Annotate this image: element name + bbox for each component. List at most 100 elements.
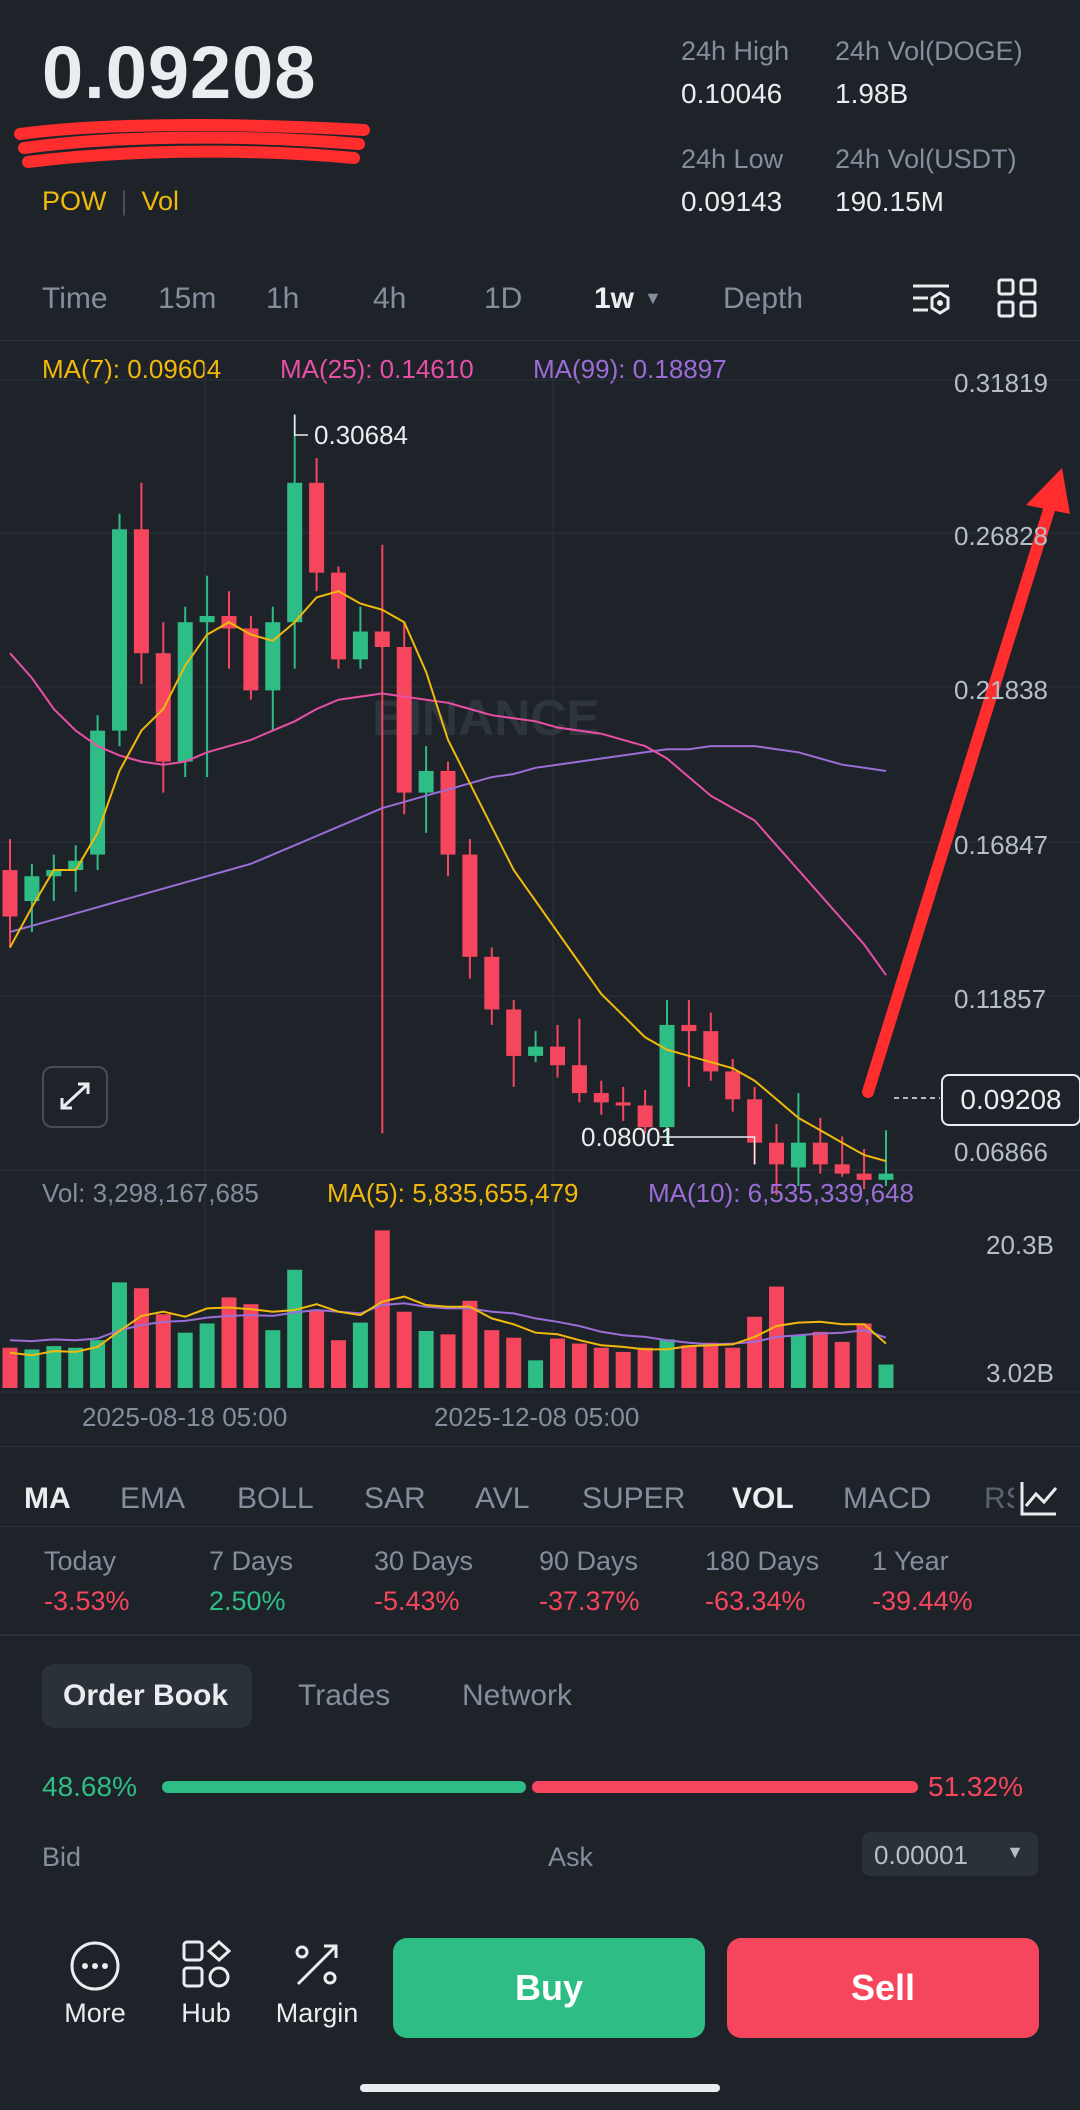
perf-value: -63.34% — [705, 1586, 806, 1616]
nav-hub-label[interactable]: Hub — [181, 1998, 231, 2028]
volume-bar — [418, 1330, 434, 1388]
volume-bar — [812, 1331, 828, 1388]
tag-vol[interactable]: Vol — [141, 186, 180, 216]
indicator-boll[interactable]: BOLL — [237, 1482, 314, 1515]
tag-pow[interactable]: POW — [42, 186, 107, 216]
perf-label: 1 Year — [872, 1546, 949, 1576]
current-price-tag: 0.09208 — [941, 1074, 1080, 1126]
vol-ma5-legend: MA(5): 5,835,655,479 — [327, 1178, 579, 1208]
bid-ratio-bar — [162, 1781, 526, 1793]
layout-grid-icon[interactable] — [997, 278, 1037, 318]
date-axis-tick: 2025-12-08 05:00 — [434, 1402, 640, 1432]
precision-select[interactable]: 0.00001 ▼ — [862, 1832, 1038, 1876]
candle-body — [615, 1102, 631, 1106]
candle-body — [287, 482, 303, 623]
volume-bar — [46, 1346, 62, 1388]
candle-body — [199, 616, 215, 623]
tf-1d[interactable]: 1D — [484, 282, 523, 315]
volume-bar — [593, 1347, 609, 1388]
caret-down-icon: ▼ — [644, 288, 662, 308]
price-axis-tick: 0.21838 — [954, 675, 1048, 705]
candle-body — [878, 1173, 894, 1180]
candle-body — [856, 1173, 872, 1180]
ma25-legend: MA(25): 0.14610 — [280, 354, 474, 384]
tf-1h[interactable]: 1h — [266, 282, 300, 315]
indicator-ma[interactable]: MA — [24, 1482, 71, 1515]
candle-body — [593, 1093, 609, 1103]
hub-icon[interactable] — [151, 1940, 261, 1992]
margin-icon[interactable] — [262, 1940, 372, 1992]
volume-bar — [287, 1269, 303, 1388]
candle-body — [352, 631, 368, 660]
volume-bar — [484, 1330, 500, 1388]
candle-body — [243, 628, 259, 691]
tab-order-book[interactable]: Order Book — [63, 1679, 229, 1712]
divider — [0, 1446, 1080, 1447]
chart-settings-icon[interactable] — [910, 278, 952, 318]
candle-body — [637, 1105, 653, 1128]
buy-button[interactable]: Buy — [393, 1938, 705, 2038]
candle-body — [681, 1024, 697, 1032]
candle-body — [506, 1009, 522, 1056]
tf-time[interactable]: Time — [42, 282, 108, 315]
tf-1w[interactable]: 1w ▼ — [594, 282, 662, 315]
volume-bar — [637, 1347, 653, 1388]
price-axis-tick: 0.26828 — [954, 521, 1048, 551]
perf-value: 2.50% — [209, 1586, 286, 1616]
nav-margin-label[interactable]: Margin — [275, 1998, 359, 2028]
indicator-macd[interactable]: MACD — [843, 1482, 932, 1515]
more-icon[interactable] — [40, 1940, 150, 1992]
indicator-settings-icon[interactable] — [1018, 1478, 1060, 1518]
price-axis-tick: 0.11857 — [954, 984, 1047, 1014]
ma99-legend: MA(99): 0.18897 — [533, 354, 727, 384]
candle-body — [112, 529, 127, 731]
ma7-legend: MA(7): 0.09604 — [42, 354, 222, 384]
volume-bar — [243, 1304, 259, 1388]
sell-button[interactable]: Sell — [727, 1938, 1039, 2038]
indicator-sar[interactable]: SAR — [364, 1482, 426, 1515]
indicator-ema[interactable]: EMA — [120, 1482, 186, 1515]
volume-bar — [659, 1339, 675, 1388]
volume-bar — [615, 1351, 631, 1388]
tf-depth[interactable]: Depth — [723, 282, 804, 315]
volume-bar — [462, 1300, 478, 1388]
redaction-scribble — [14, 119, 370, 168]
stat-24h-vol-usdt-label: 24h Vol(USDT) — [835, 144, 1017, 174]
volume-bar — [725, 1347, 741, 1388]
volume-bar — [396, 1311, 412, 1388]
perf-value: -3.53% — [44, 1586, 130, 1616]
home-indicator[interactable] — [360, 2084, 720, 2092]
low-marker: 0.08001 — [581, 1122, 675, 1152]
vol-axis-tick: 3.02B — [986, 1358, 1054, 1388]
bid-column-label: Bid — [42, 1842, 82, 1872]
precision-value: 0.00001 — [874, 1840, 968, 1870]
nav-more-label[interactable]: More — [64, 1998, 126, 2028]
vol-ma5-line — [9, 1295, 887, 1357]
indicator-super[interactable]: SUPER — [582, 1482, 686, 1515]
indicator-vol[interactable]: VOL — [732, 1482, 794, 1515]
candle-body — [834, 1164, 850, 1174]
tf-4h[interactable]: 4h — [373, 282, 407, 315]
perf-value: -37.37% — [539, 1586, 640, 1616]
candle-body — [68, 860, 84, 871]
candle-body — [418, 770, 434, 793]
volume-bar — [331, 1340, 346, 1388]
candlestick-chart[interactable]: BINANCE — [0, 360, 1080, 1410]
tab-network[interactable]: Network — [462, 1679, 573, 1712]
perf-label: 30 Days — [374, 1546, 474, 1576]
volume-bar — [177, 1332, 193, 1388]
stat-24h-low-label: 24h Low — [681, 144, 784, 174]
expand-chart-button[interactable] — [42, 1066, 108, 1128]
indicator-avl[interactable]: AVL — [475, 1482, 530, 1515]
last-price: 0.09208 — [42, 31, 317, 114]
tab-trades[interactable]: Trades — [298, 1679, 391, 1712]
ma99-line — [9, 745, 887, 933]
candle-body — [265, 622, 281, 691]
ma7-line — [9, 590, 887, 1163]
candle-body — [659, 1024, 675, 1128]
volume-bar — [155, 1314, 171, 1388]
indicator-rsi[interactable]: RSI — [984, 1482, 1014, 1515]
tf-15m[interactable]: 15m — [158, 282, 217, 315]
candle-body — [484, 956, 500, 1010]
candle-body — [790, 1142, 806, 1168]
